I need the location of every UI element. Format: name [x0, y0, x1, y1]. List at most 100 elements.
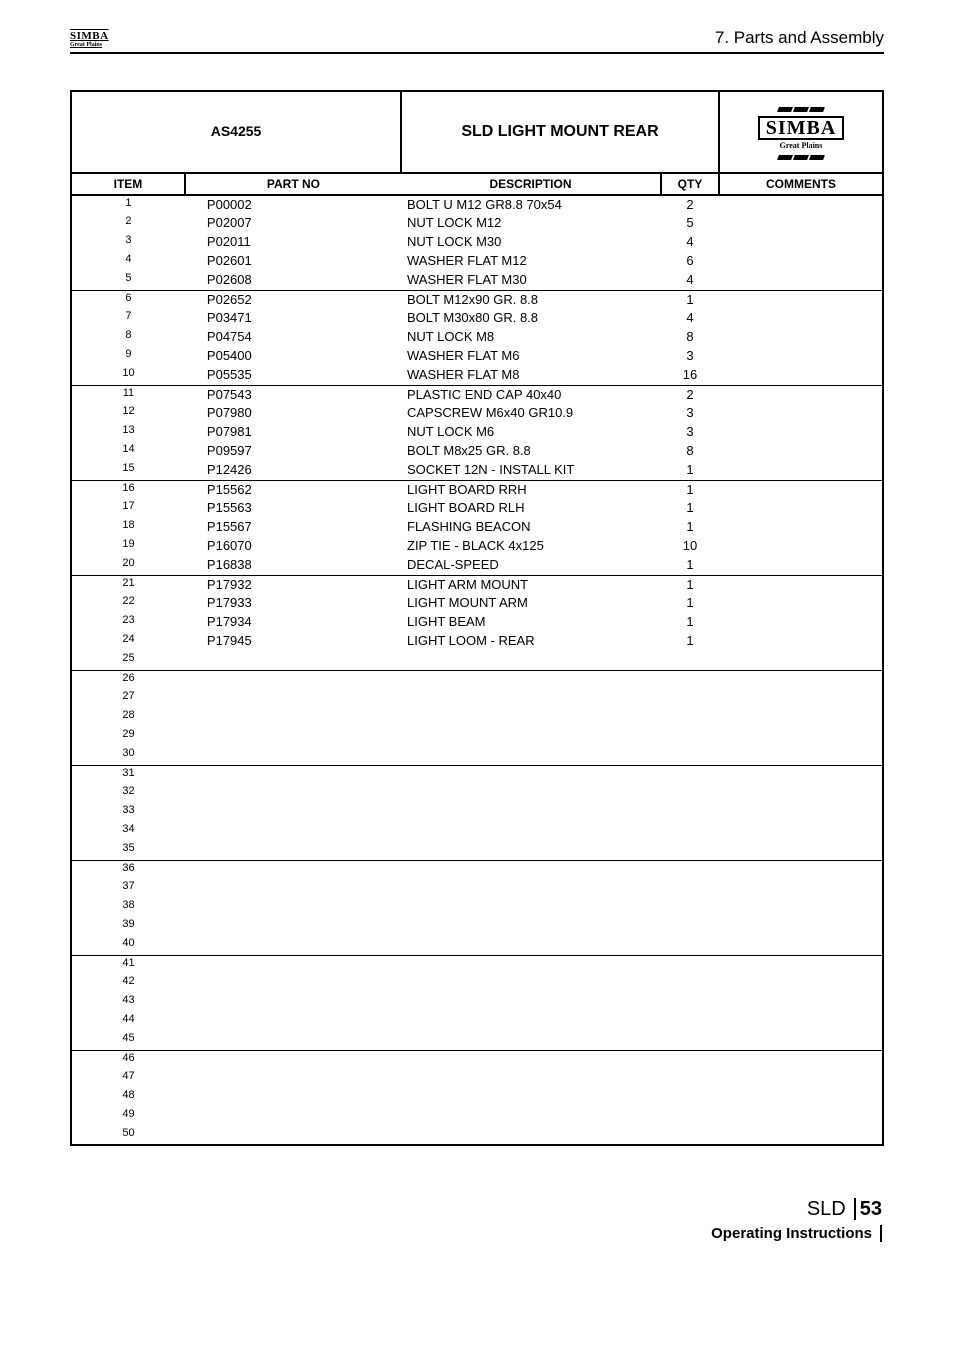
table-row: 18P15567FLASHING BEACON1	[71, 518, 883, 537]
cell-qty	[661, 670, 719, 689]
table-title: SLD LIGHT MOUNT REAR	[401, 91, 719, 173]
cell-part	[185, 879, 401, 898]
table-row: 15P12426SOCKET 12N - INSTALL KIT1	[71, 461, 883, 480]
cell-item: 32	[71, 784, 185, 803]
table-title-row: AS4255 SLD LIGHT MOUNT REAR SIMBA Great …	[71, 91, 883, 173]
table-row: 42	[71, 974, 883, 993]
table-row: 6P02652BOLT M12x90 GR. 8.81	[71, 290, 883, 309]
cell-part	[185, 1031, 401, 1050]
cell-comm	[719, 898, 883, 917]
cell-qty: 2	[661, 195, 719, 214]
cell-item: 18	[71, 518, 185, 537]
cell-desc	[401, 955, 661, 974]
cell-part: P05400	[185, 347, 401, 366]
col-desc: DESCRIPTION	[401, 173, 661, 195]
cell-part	[185, 860, 401, 879]
cell-comm	[719, 480, 883, 499]
cell-desc: WASHER FLAT M6	[401, 347, 661, 366]
cell-part	[185, 651, 401, 670]
logo-cell: SIMBA Great Plains	[719, 91, 883, 173]
footer-line2: Operating Instructions	[70, 1221, 882, 1243]
cell-qty	[661, 651, 719, 670]
cell-qty: 8	[661, 328, 719, 347]
table-row: 14P09597BOLT M8x25 GR. 8.88	[71, 442, 883, 461]
cell-qty	[661, 1069, 719, 1088]
cell-desc: LIGHT BOARD RLH	[401, 499, 661, 518]
cell-item: 2	[71, 214, 185, 233]
cell-desc: ZIP TIE - BLACK 4x125	[401, 537, 661, 556]
cell-comm	[719, 993, 883, 1012]
cell-comm	[719, 309, 883, 328]
cell-comm	[719, 385, 883, 404]
cell-comm	[719, 784, 883, 803]
cell-item: 6	[71, 290, 185, 309]
cell-item: 22	[71, 594, 185, 613]
table-row: 11P07543PLASTIC END CAP 40x402	[71, 385, 883, 404]
cell-qty: 1	[661, 499, 719, 518]
cell-item: 35	[71, 841, 185, 860]
cell-qty: 1	[661, 575, 719, 594]
cell-comm	[719, 1088, 883, 1107]
cell-part	[185, 974, 401, 993]
cell-desc: BOLT U M12 GR8.8 70x54	[401, 195, 661, 214]
cell-part	[185, 936, 401, 955]
cell-comm	[719, 290, 883, 309]
cell-comm	[719, 1031, 883, 1050]
cell-part	[185, 1050, 401, 1069]
cell-qty	[661, 974, 719, 993]
table-row: 46	[71, 1050, 883, 1069]
table-row: 4P02601WASHER FLAT M126	[71, 252, 883, 271]
cell-part	[185, 765, 401, 784]
page: SIMBA Great Plains 7. Parts and Assembly…	[0, 0, 954, 1283]
footer-opins: Operating Instructions	[711, 1225, 882, 1242]
cell-comm	[719, 233, 883, 252]
cell-item: 45	[71, 1031, 185, 1050]
cell-comm	[719, 404, 883, 423]
cell-part: P05535	[185, 366, 401, 385]
cell-qty	[661, 708, 719, 727]
cell-comm	[719, 252, 883, 271]
cell-item: 31	[71, 765, 185, 784]
cell-item: 39	[71, 917, 185, 936]
cell-part: P02652	[185, 290, 401, 309]
table-row: 36	[71, 860, 883, 879]
cell-qty: 4	[661, 309, 719, 328]
cell-part	[185, 1126, 401, 1145]
cell-part	[185, 822, 401, 841]
cell-comm	[719, 214, 883, 233]
col-part: PART NO	[185, 173, 401, 195]
cell-item: 14	[71, 442, 185, 461]
cell-qty: 1	[661, 461, 719, 480]
as-number: AS4255	[211, 123, 262, 139]
cell-qty	[661, 993, 719, 1012]
cell-comm	[719, 461, 883, 480]
cell-desc: BOLT M8x25 GR. 8.8	[401, 442, 661, 461]
cell-desc	[401, 974, 661, 993]
cell-qty	[661, 765, 719, 784]
table-row: 39	[71, 917, 883, 936]
cell-desc: CAPSCREW M6x40 GR10.9	[401, 404, 661, 423]
cell-item: 24	[71, 632, 185, 651]
table-row: 17P15563LIGHT BOARD RLH1	[71, 499, 883, 518]
table-row: 1P00002BOLT U M12 GR8.8 70x542	[71, 195, 883, 214]
cell-item: 33	[71, 803, 185, 822]
cell-item: 23	[71, 613, 185, 632]
cell-part: P07543	[185, 385, 401, 404]
cell-part: P15567	[185, 518, 401, 537]
cell-desc: NUT LOCK M30	[401, 233, 661, 252]
cell-part	[185, 993, 401, 1012]
cell-desc	[401, 936, 661, 955]
cell-desc	[401, 841, 661, 860]
cell-item: 40	[71, 936, 185, 955]
cell-item: 21	[71, 575, 185, 594]
cell-part: P02007	[185, 214, 401, 233]
cell-qty	[661, 936, 719, 955]
cell-item: 44	[71, 1012, 185, 1031]
cell-qty: 4	[661, 271, 719, 290]
cell-comm	[719, 594, 883, 613]
cell-comm	[719, 613, 883, 632]
cell-comm	[719, 442, 883, 461]
cell-part	[185, 1107, 401, 1126]
cell-desc	[401, 689, 661, 708]
cell-item: 17	[71, 499, 185, 518]
